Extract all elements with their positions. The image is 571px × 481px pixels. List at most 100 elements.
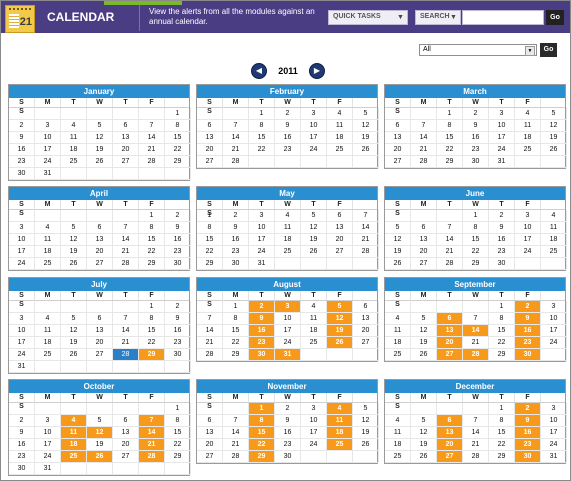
alert-day-cell[interactable]: 25 <box>61 451 87 463</box>
alert-day-cell[interactable]: 16 <box>515 325 541 337</box>
day-cell[interactable]: 22 <box>139 246 165 258</box>
day-cell[interactable]: 26 <box>61 349 87 361</box>
day-cell[interactable]: 9 <box>9 427 35 439</box>
day-cell[interactable]: 14 <box>197 325 223 337</box>
day-cell[interactable]: 7 <box>113 222 139 234</box>
day-cell[interactable]: 21 <box>353 234 379 246</box>
day-cell[interactable]: 20 <box>113 144 139 156</box>
alert-day-cell[interactable]: 3 <box>275 301 301 313</box>
day-cell[interactable]: 30 <box>223 258 249 270</box>
alert-day-cell[interactable]: 23 <box>249 337 275 349</box>
alert-day-cell[interactable]: 11 <box>61 427 87 439</box>
alert-day-cell[interactable]: 12 <box>327 313 353 325</box>
day-cell[interactable]: 18 <box>385 337 411 349</box>
day-cell[interactable]: 8 <box>437 120 463 132</box>
day-cell[interactable]: 2 <box>9 120 35 132</box>
day-cell[interactable]: 19 <box>301 234 327 246</box>
day-cell[interactable]: 26 <box>353 439 379 451</box>
day-cell[interactable]: 17 <box>9 246 35 258</box>
day-cell[interactable]: 26 <box>87 156 113 168</box>
day-cell[interactable]: 18 <box>515 132 541 144</box>
day-cell[interactable]: 28 <box>113 258 139 270</box>
day-cell[interactable]: 30 <box>165 349 191 361</box>
alert-day-cell[interactable]: 9 <box>515 313 541 325</box>
day-cell[interactable]: 28 <box>197 349 223 361</box>
day-cell[interactable]: 3 <box>301 403 327 415</box>
day-cell[interactable]: 19 <box>385 246 411 258</box>
day-cell[interactable]: 13 <box>113 132 139 144</box>
alert-day-cell[interactable]: 29 <box>139 349 165 361</box>
day-cell[interactable]: 17 <box>275 325 301 337</box>
day-cell[interactable]: 26 <box>301 246 327 258</box>
day-cell[interactable]: 27 <box>113 156 139 168</box>
day-cell[interactable]: 15 <box>139 234 165 246</box>
day-cell[interactable]: 15 <box>437 132 463 144</box>
alert-day-cell[interactable]: 21 <box>139 439 165 451</box>
day-cell[interactable]: 25 <box>275 246 301 258</box>
day-cell[interactable]: 16 <box>275 132 301 144</box>
quick-tasks-dropdown[interactable]: QUICK TASKS ▼ <box>328 10 408 25</box>
day-cell[interactable]: 22 <box>165 144 191 156</box>
day-cell[interactable]: 16 <box>9 439 35 451</box>
day-cell[interactable]: 10 <box>249 222 275 234</box>
day-cell[interactable]: 26 <box>411 451 437 463</box>
day-cell[interactable]: 24 <box>541 337 567 349</box>
day-cell[interactable]: 7 <box>411 120 437 132</box>
day-cell[interactable]: 5 <box>353 108 379 120</box>
day-cell[interactable]: 7 <box>223 415 249 427</box>
search-dropdown[interactable]: SEARCH ▼ <box>415 10 461 25</box>
day-cell[interactable]: 28 <box>463 451 489 463</box>
day-cell[interactable]: 2 <box>165 210 191 222</box>
alert-day-cell[interactable]: 16 <box>249 325 275 337</box>
day-cell[interactable]: 11 <box>327 120 353 132</box>
alert-day-cell[interactable]: 12 <box>87 427 113 439</box>
day-cell[interactable]: 12 <box>411 427 437 439</box>
day-cell[interactable]: 1 <box>165 403 191 415</box>
day-cell[interactable]: 23 <box>275 439 301 451</box>
day-cell[interactable]: 29 <box>489 451 515 463</box>
day-cell[interactable]: 30 <box>9 463 35 475</box>
day-cell[interactable]: 21 <box>223 144 249 156</box>
alert-day-cell[interactable]: 23 <box>515 337 541 349</box>
day-cell[interactable]: 27 <box>411 258 437 270</box>
day-cell[interactable]: 22 <box>139 337 165 349</box>
day-cell[interactable]: 6 <box>385 120 411 132</box>
day-cell[interactable]: 21 <box>411 144 437 156</box>
alert-day-cell[interactable]: 14 <box>139 427 165 439</box>
day-cell[interactable]: 13 <box>385 132 411 144</box>
alert-day-cell[interactable]: 29 <box>249 451 275 463</box>
day-cell[interactable]: 24 <box>275 337 301 349</box>
day-cell[interactable]: 17 <box>515 234 541 246</box>
day-cell[interactable]: 8 <box>463 222 489 234</box>
day-cell[interactable]: 12 <box>385 234 411 246</box>
day-cell[interactable]: 30 <box>9 168 35 180</box>
day-cell[interactable]: 15 <box>489 325 515 337</box>
day-cell[interactable]: 28 <box>411 156 437 168</box>
day-cell[interactable]: 19 <box>353 132 379 144</box>
day-cell[interactable]: 5 <box>353 403 379 415</box>
day-cell[interactable]: 13 <box>87 325 113 337</box>
alert-day-cell[interactable]: 23 <box>515 439 541 451</box>
day-cell[interactable]: 3 <box>515 210 541 222</box>
day-cell[interactable]: 26 <box>541 144 567 156</box>
day-cell[interactable]: 16 <box>463 132 489 144</box>
day-cell[interactable]: 24 <box>301 439 327 451</box>
day-cell[interactable]: 18 <box>35 337 61 349</box>
day-cell[interactable]: 17 <box>489 132 515 144</box>
day-cell[interactable]: 22 <box>197 246 223 258</box>
day-cell[interactable]: 26 <box>385 258 411 270</box>
day-cell[interactable]: 11 <box>541 222 567 234</box>
day-cell[interactable]: 10 <box>541 313 567 325</box>
day-cell[interactable]: 14 <box>223 427 249 439</box>
day-cell[interactable]: 19 <box>61 337 87 349</box>
day-cell[interactable]: 8 <box>489 415 515 427</box>
alert-day-cell[interactable]: 14 <box>463 325 489 337</box>
day-cell[interactable]: 15 <box>463 234 489 246</box>
day-cell[interactable]: 10 <box>9 234 35 246</box>
day-cell[interactable]: 1 <box>223 301 249 313</box>
day-cell[interactable]: 31 <box>541 451 567 463</box>
day-cell[interactable]: 6 <box>87 313 113 325</box>
day-cell[interactable]: 19 <box>411 439 437 451</box>
day-cell[interactable]: 20 <box>327 234 353 246</box>
day-cell[interactable]: 25 <box>385 451 411 463</box>
